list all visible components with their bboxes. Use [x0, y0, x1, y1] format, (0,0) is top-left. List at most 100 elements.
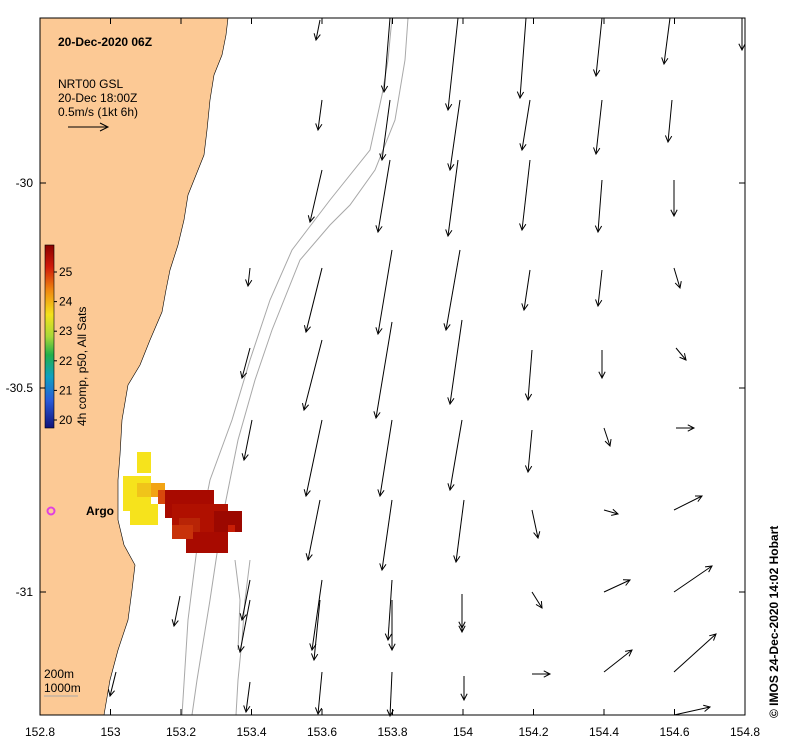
sst-pixel	[144, 497, 151, 504]
current-vector-arrow	[310, 599, 321, 662]
sst-pixel	[214, 511, 221, 518]
sst-pixel	[123, 504, 130, 511]
current-vector-arrow	[519, 159, 531, 232]
current-vector-arrow	[309, 579, 323, 652]
colorbar-tick-label: 23	[59, 324, 73, 338]
sst-pixel	[137, 504, 144, 511]
current-vector-arrow	[524, 349, 533, 402]
sst-pixel-field	[123, 452, 242, 553]
current-vector-arrow	[673, 704, 712, 716]
sst-pixel	[200, 518, 207, 525]
current-vector-arrow	[388, 600, 396, 652]
current-vector-arrow	[305, 499, 321, 562]
sst-pixel	[144, 504, 151, 511]
sst-pixel	[179, 504, 186, 511]
current-vector-arrow	[301, 339, 323, 412]
current-vector-arrow	[313, 19, 321, 42]
current-vector-arrow	[673, 633, 717, 673]
sst-pixel	[151, 511, 158, 518]
y-tick-label: -30.5	[6, 381, 34, 395]
current-vector-arrow	[379, 499, 393, 572]
sst-pixel	[200, 490, 207, 497]
current-vector-arrow	[447, 319, 463, 406]
map-title: 20-Dec-2020 06Z	[58, 35, 152, 49]
sst-pixel	[158, 483, 165, 490]
current-vector-arrow	[531, 509, 541, 540]
current-vector-arrow	[521, 269, 531, 312]
argo-float-marker[interactable]	[46, 506, 56, 516]
sst-pixel	[172, 490, 179, 497]
sst-pixel	[221, 525, 228, 532]
sst-pixel	[137, 497, 144, 504]
current-vector-arrow	[593, 99, 603, 156]
sst-pixel	[200, 511, 207, 518]
sst-pixel	[186, 546, 193, 553]
sst-pixel	[144, 511, 151, 518]
sst-pixel	[193, 497, 200, 504]
sst-pixel	[200, 539, 207, 546]
sst-pixel	[200, 532, 207, 539]
current-vector-arrow	[315, 99, 323, 132]
current-vector-arrow	[303, 419, 323, 498]
sst-pixel	[193, 546, 200, 553]
sst-pixel	[221, 518, 228, 525]
x-tick-label: 153.8	[377, 725, 407, 739]
sst-pixel	[151, 518, 158, 525]
sst-pixel	[207, 532, 214, 539]
legend-scale-arrow	[68, 122, 110, 132]
sst-pixel	[221, 532, 228, 539]
current-vector-arrow	[519, 99, 531, 152]
sst-pixel	[186, 518, 193, 525]
current-vector-arrow	[303, 267, 323, 334]
sst-pixel	[193, 490, 200, 497]
current-vector-arrow	[670, 180, 678, 218]
current-vector-arrow	[673, 565, 713, 593]
x-tick-label: 152.8	[25, 725, 55, 739]
current-vector-arrow	[738, 18, 746, 52]
sst-pixel	[130, 511, 137, 518]
x-tick-label: 153	[100, 725, 120, 739]
sst-pixel	[123, 483, 130, 490]
isobath-lines	[181, 17, 409, 716]
sst-pixel	[207, 497, 214, 504]
credit-text: © IMOS 24-Dec-2020 14:02 Hobart	[767, 526, 781, 718]
y-tick-label: -31	[16, 585, 34, 599]
current-vector-arrow	[675, 347, 687, 361]
current-vector-arrow	[237, 599, 251, 654]
sst-pixel	[200, 546, 207, 553]
current-vector-arrow	[107, 671, 117, 698]
sst-pixel	[221, 504, 228, 511]
sst-pixel	[130, 476, 137, 483]
legend-time-label: 20-Dec 18:00Z	[58, 91, 137, 105]
sst-pixel	[228, 525, 235, 532]
current-vector-arrow	[603, 579, 631, 593]
current-vector-arrow	[445, 17, 459, 112]
sst-pixel	[165, 497, 172, 504]
current-vector-arrow	[531, 591, 543, 609]
current-vector-arrow	[307, 169, 323, 224]
sst-pixel	[193, 504, 200, 511]
depth-legend-200m: 200m	[44, 667, 74, 681]
sst-pixel	[179, 518, 186, 525]
y-axis: -30 -30.5 -31	[6, 176, 745, 599]
sst-pixel	[193, 532, 200, 539]
sst-pixel	[144, 490, 151, 497]
colorbar-tick-label: 20	[59, 413, 73, 427]
current-vector-arrow	[676, 424, 696, 432]
current-vector-arrow	[377, 419, 393, 498]
current-vector-arrow	[171, 595, 181, 628]
sst-pixel	[130, 518, 137, 525]
sst-pixel	[137, 476, 144, 483]
current-vector-arrow	[375, 159, 391, 234]
argo-label: Argo	[86, 504, 114, 518]
sst-pixel	[207, 518, 214, 525]
legend-model-label: NRT00 GSL	[58, 77, 123, 91]
sst-pixel	[193, 539, 200, 546]
sst-pixel	[165, 490, 172, 497]
sst-pixel	[137, 483, 144, 490]
sst-pixel	[186, 539, 193, 546]
current-vector-arrow	[453, 499, 465, 564]
sst-pixel	[193, 511, 200, 518]
colorbar	[44, 244, 55, 429]
sst-pixel	[151, 490, 158, 497]
